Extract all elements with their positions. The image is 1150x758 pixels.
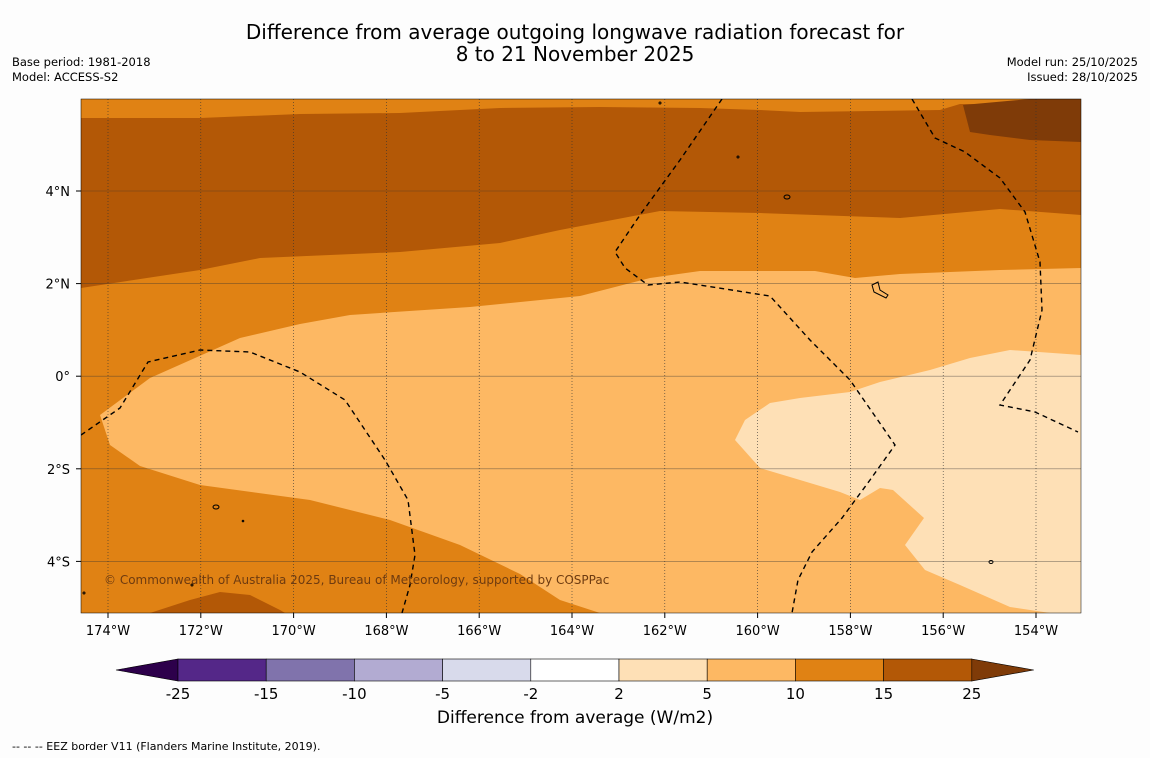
lat-label: 2°S — [47, 463, 70, 478]
lon-label: 172°W — [179, 624, 223, 639]
model-run: Model run: 25/10/2025 — [1006, 55, 1138, 69]
latitude-labels: 4°N 2°N 0° 2°S 4°S — [46, 185, 81, 570]
model-name: Model: ACCESS-S2 — [12, 70, 119, 84]
title-line-2: 8 to 21 November 2025 — [455, 42, 695, 66]
band-10-15-north — [81, 99, 1081, 118]
lon-label: 154°W — [1014, 624, 1058, 639]
lat-label: 0° — [55, 370, 70, 385]
lon-label: 166°W — [457, 624, 501, 639]
colorbar-under-arrow — [115, 658, 179, 682]
band-over-25 — [963, 99, 1081, 142]
colorbar-tick-label: -15 — [254, 685, 279, 703]
colorbar-segment — [530, 658, 620, 682]
colorbar-label: Difference from average (W/m2) — [436, 708, 714, 728]
colorbar-segment — [442, 658, 532, 682]
colorbar-segment — [354, 658, 443, 682]
band-5-10 — [100, 268, 1081, 613]
lon-label: 162°W — [643, 624, 687, 639]
lat-label: 2°N — [46, 278, 71, 293]
lon-label: 168°W — [364, 624, 408, 639]
lon-label: 174°W — [86, 624, 130, 639]
colorbar-tick-label: -10 — [342, 685, 367, 703]
issued-date: Issued: 28/10/2025 — [1027, 70, 1138, 84]
colorbar-segment — [706, 658, 796, 682]
lon-label: 160°W — [736, 624, 780, 639]
colorbar-segment — [177, 658, 267, 682]
colorbar-tick-label: 25 — [962, 685, 981, 703]
band-2-5 — [735, 350, 1081, 613]
title-line-1: Difference from average outgoing longwav… — [245, 20, 905, 44]
colorbar-segment — [883, 658, 973, 682]
colorbar-tick-label: -25 — [166, 685, 191, 703]
colorbar-tick-label: 10 — [786, 685, 805, 703]
map-contours — [81, 99, 1081, 613]
islands — [82, 101, 994, 595]
longitude-labels: 174°W 172°W 170°W 168°W 166°W 164°W 162°W 160°W… — [86, 613, 1058, 639]
graticule — [81, 99, 1081, 613]
eez-footnote: -- -- -- EEZ border V11 (Flanders Marine… — [12, 740, 321, 753]
colorbar: -25 -15 -10 -5 -2 2 5 10 15 25 — [115, 658, 1034, 703]
band-15-25-south — [150, 592, 285, 613]
lon-label: 170°W — [272, 624, 316, 639]
colorbar-tick-label: -5 — [435, 685, 450, 703]
lat-label: 4°S — [47, 555, 70, 570]
colorbar-segment — [618, 658, 708, 682]
colorbar-over-arrow — [971, 658, 1034, 682]
map-frame — [80, 98, 1082, 614]
base-period: Base period: 1981-2018 — [12, 55, 151, 69]
lon-label: 158°W — [828, 624, 872, 639]
eez-borders — [81, 99, 1079, 613]
copyright-notice: © Commonwealth of Australia 2025, Bureau… — [104, 573, 609, 587]
colorbar-tick-label: 5 — [702, 685, 712, 703]
colorbar-segment — [265, 658, 355, 682]
colorbar-tick-label: 2 — [614, 685, 624, 703]
colorbar-tick-label: -2 — [523, 685, 538, 703]
lon-label: 156°W — [921, 624, 965, 639]
lon-label: 164°W — [550, 624, 594, 639]
colorbar-tick-label: 15 — [874, 685, 893, 703]
colorbar-segment — [795, 658, 884, 682]
lat-label: 4°N — [46, 185, 71, 200]
